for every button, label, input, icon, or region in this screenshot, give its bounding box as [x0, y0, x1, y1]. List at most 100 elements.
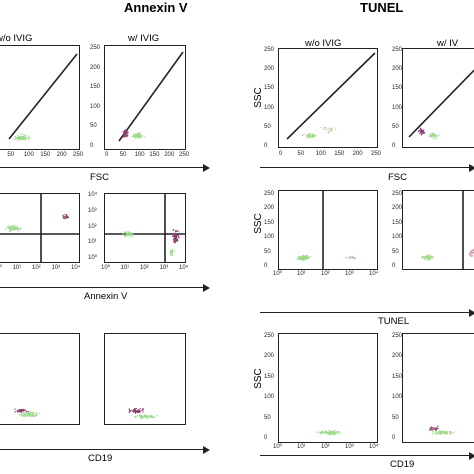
event-dot: [126, 232, 128, 234]
event-dot: [140, 135, 142, 137]
event-dot: [63, 217, 65, 220]
panel-tunel-fsc-ssc-without-ivig: [278, 48, 378, 148]
event-dot: [126, 136, 128, 138]
event-dot: [18, 136, 21, 138]
event-dot: [175, 240, 177, 242]
cd19-cells: [316, 429, 341, 436]
event-dot: [139, 416, 141, 418]
event-dot: [428, 135, 430, 137]
event-dot: [327, 131, 330, 133]
event-dot: [437, 427, 439, 430]
event-dot: [10, 229, 12, 231]
tick-x-tunel-r3-a-0: 10⁰: [273, 444, 283, 450]
panel-tunel-fsc-ssc-with-ivig-plot: [408, 69, 474, 140]
event-dot: [132, 232, 134, 234]
event-dot: [426, 257, 428, 259]
event-dot: [171, 251, 174, 253]
tick-y-tunel-r2-a-2: 150: [264, 219, 275, 226]
event-dot: [175, 239, 177, 241]
event-dot: [423, 132, 425, 134]
tick-y-tunel-r2-b-2: 150: [392, 219, 403, 226]
event-dot: [17, 135, 19, 137]
event-dot: [34, 414, 36, 416]
tick-y-annexin-r2-b-4: 10⁰: [88, 255, 98, 261]
panel-tunel-gate-without-ivig-plot: [296, 191, 356, 269]
event-dot: [429, 428, 431, 430]
event-dot: [8, 227, 10, 229]
event-dot: [424, 257, 426, 259]
tick-y-annexin-r2-b-0: 10⁴: [88, 192, 98, 198]
event-dot: [301, 257, 303, 259]
event-dot: [426, 255, 428, 257]
event-dot: [144, 415, 146, 417]
event-dot: [472, 252, 474, 254]
event-dot: [127, 132, 129, 134]
event-dot: [128, 234, 130, 236]
event-dot: [308, 256, 310, 259]
event-dot: [34, 415, 36, 417]
event-dot: [173, 241, 175, 243]
event-dot: [26, 413, 28, 415]
event-dot: [312, 134, 314, 136]
event-dot: [432, 132, 434, 134]
event-dot: [306, 256, 308, 258]
panel-annexin-fsc-ssc-without-ivig: [0, 45, 80, 150]
event-dot: [135, 134, 137, 136]
event-dot: [438, 134, 441, 136]
event-dot: [423, 255, 425, 258]
event-dot: [128, 411, 130, 414]
event-dot: [132, 135, 134, 137]
event-dot: [12, 227, 14, 229]
event-dot: [446, 431, 448, 433]
event-dot: [22, 409, 24, 411]
event-dot: [11, 225, 14, 227]
event-dot: [446, 433, 448, 435]
panel-annexin-cd19-with-ivig: [104, 333, 186, 425]
event-dot: [429, 255, 431, 258]
event-dot: [141, 417, 144, 419]
event-dot: [127, 230, 129, 232]
tick-y-tunel-r3-b-4: 50: [392, 414, 399, 421]
panel-annexin-cd19-without-ivig: [0, 333, 80, 425]
event-dot: [422, 132, 424, 134]
apoptotic-cells: [417, 127, 426, 136]
event-dot: [13, 226, 15, 228]
event-dot: [431, 133, 434, 135]
event-dot: [128, 408, 130, 410]
event-dot: [468, 253, 470, 255]
event-dot: [431, 433, 433, 435]
event-dot: [17, 230, 19, 232]
event-dot: [439, 432, 441, 434]
panel-annexin-cd19-with-ivig-plot: [128, 408, 158, 420]
tick-x-annexin-r1-b-3: 150: [149, 152, 160, 158]
event-dot: [432, 427, 434, 429]
event-dot: [19, 138, 21, 140]
event-dot: [324, 432, 326, 434]
event-dot: [448, 431, 451, 433]
event-dot: [67, 217, 69, 219]
event-dot: [27, 412, 30, 414]
event-dot: [19, 409, 21, 411]
event-dot: [19, 409, 21, 411]
tunel-positive-cells: [344, 255, 356, 260]
event-dot: [471, 252, 473, 254]
event-dot: [131, 409, 133, 412]
event-dot: [319, 432, 321, 434]
event-dot: [328, 430, 330, 432]
cd19-axis-label-right: CD19: [390, 459, 415, 470]
event-dot: [14, 408, 16, 410]
event-dot: [330, 432, 332, 434]
event-dot: [422, 130, 424, 132]
event-dot: [438, 432, 440, 434]
tick-y-tunel-r3-a-0: 250: [264, 333, 275, 339]
event-dot: [304, 259, 306, 261]
event-dot: [329, 432, 331, 434]
event-dot: [123, 133, 125, 135]
event-dot: [35, 412, 37, 414]
event-dot: [435, 138, 437, 140]
event-dot: [324, 431, 326, 433]
event-dot: [133, 133, 135, 135]
event-dot: [135, 133, 137, 135]
event-dot: [441, 430, 443, 432]
event-dot: [16, 228, 18, 230]
